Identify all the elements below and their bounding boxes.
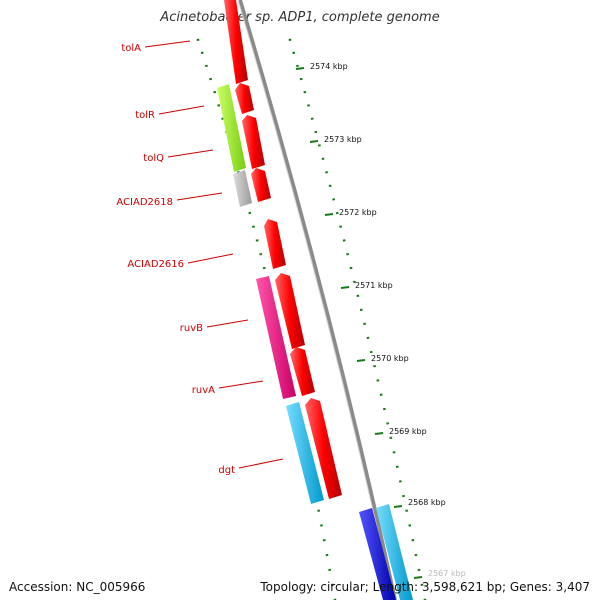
gene-label[interactable]: ACIAD2616 (127, 259, 184, 270)
gene-arrow-ruva[interactable] (290, 347, 315, 396)
gene-arrow-aciad2616[interactable] (264, 219, 286, 269)
kbp-major-tick (413, 576, 423, 579)
topology-text: Topology: circular; Length: 3,598,621 bp… (260, 580, 590, 594)
kbp-label: 2570 kbp (371, 354, 409, 363)
accession-text: Accession: NC_005966 (9, 580, 146, 594)
kbp-label: 2571 kbp (355, 281, 393, 290)
gene-label-layer: tolA tolR tolQ ACIAD2618 ACIAD2616 ruvB … (116, 40, 284, 476)
kbp-label: 2574 kbp (310, 62, 348, 71)
gene-label[interactable]: ruvA (192, 385, 215, 396)
kbp-label: 2569 kbp (389, 427, 427, 436)
gene-leader-line (187, 253, 234, 264)
gene-arrow-dgt[interactable] (305, 398, 342, 499)
gene-arrow-tolq[interactable] (242, 115, 265, 169)
kbp-label: 2572 kbp (339, 208, 377, 217)
gene-leader-line (218, 380, 264, 389)
gene-leader-line (167, 149, 214, 158)
cog-block (233, 170, 252, 207)
gene-arrow-track (224, 0, 342, 499)
outer-dash-track (288, 38, 427, 600)
kbp-major-tick (309, 140, 319, 143)
genome-backbone-highlight (237, 0, 394, 600)
kbp-major-tick (324, 213, 334, 216)
kbp-major-tick (356, 359, 366, 362)
kbp-scale: 2574 kbp 2573 kbp 2572 kbp 2571 kbp 2570… (295, 62, 466, 579)
cog-block (286, 402, 324, 504)
gene-leader-line (144, 40, 191, 48)
gene-label[interactable]: ACIAD2618 (116, 197, 173, 208)
cog-block (359, 508, 396, 600)
gene-arrow-tolr[interactable] (235, 83, 254, 114)
kbp-label: 2568 kbp (408, 498, 446, 507)
kbp-label: 2573 kbp (324, 135, 362, 144)
gene-leader-line (206, 319, 249, 328)
cog-block (376, 504, 413, 600)
gene-arrow-aciad2618[interactable] (251, 168, 271, 202)
gene-leader-line (158, 105, 205, 115)
gene-leader-line (176, 192, 223, 201)
kbp-major-tick (374, 432, 384, 435)
gene-label[interactable]: tolR (135, 110, 155, 121)
gene-label[interactable]: dgt (218, 465, 235, 476)
cog-block (256, 276, 296, 399)
kbp-major-tick (393, 505, 403, 508)
kbp-major-tick (340, 286, 350, 289)
genome-backbone (238, 0, 397, 600)
kbp-label: 2567 kbp (428, 569, 466, 578)
cog-block (217, 84, 246, 172)
gene-label[interactable]: tolQ (143, 153, 164, 164)
cog-block-track (217, 84, 413, 600)
gene-label[interactable]: ruvB (180, 323, 203, 334)
kbp-major-tick (295, 67, 305, 70)
gene-leader-line (238, 458, 284, 469)
gene-label[interactable]: tolA (121, 43, 141, 54)
gene-arrow-ruvb[interactable] (275, 273, 305, 349)
gene-arrow-tola[interactable] (224, 0, 248, 84)
